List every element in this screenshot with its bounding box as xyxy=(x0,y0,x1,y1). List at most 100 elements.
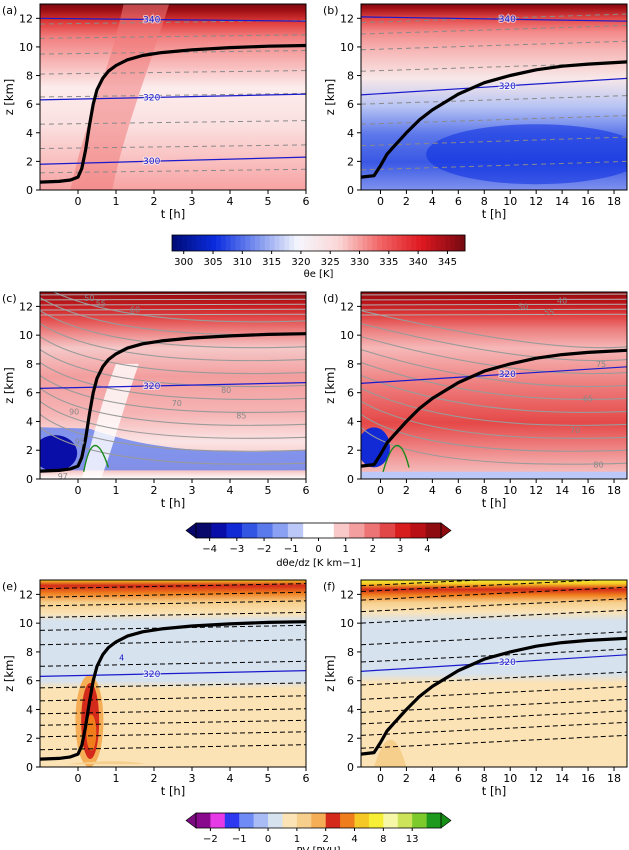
colorbar-segment xyxy=(381,235,388,251)
theta-isoline xyxy=(361,598,627,613)
x-tick-label: 5 xyxy=(265,195,272,208)
rh-contour xyxy=(40,336,306,375)
trajectory-line xyxy=(361,60,627,179)
colorbar-segment xyxy=(333,235,339,251)
rh-contour xyxy=(361,298,627,301)
y-tick-label: 10 xyxy=(340,617,354,630)
x-tick-label: 10 xyxy=(503,484,517,497)
x-tick-label: 0 xyxy=(75,195,82,208)
theta-isoline xyxy=(40,611,306,618)
y-tick-label: 0 xyxy=(347,184,354,197)
theta-isoline xyxy=(40,591,306,598)
theta-isoline xyxy=(40,583,306,590)
colorbar-segment xyxy=(206,235,212,251)
colorbar-tick-label: 4 xyxy=(351,834,357,845)
isentrope-label: 300 xyxy=(143,157,160,167)
x-tick-label: 1 xyxy=(113,484,120,497)
x-tick-label: 2 xyxy=(403,195,410,208)
isentrope-line xyxy=(361,654,627,672)
colorbar-segment xyxy=(226,523,243,538)
rh-contour xyxy=(40,323,306,362)
y-tick-label: 6 xyxy=(347,387,354,400)
colorbar-label: PV [PVU] xyxy=(296,846,340,850)
warm-plume xyxy=(70,4,170,190)
neutral-plume xyxy=(81,363,139,479)
colorbar-extend-right xyxy=(440,812,452,829)
contour-label: 55 xyxy=(96,300,106,309)
y-axis-label: z [km] xyxy=(323,367,337,404)
colorbar-tick-label: 340 xyxy=(409,257,428,268)
y-tick-label: 6 xyxy=(347,98,354,111)
colorbar-segment xyxy=(274,235,280,251)
colorbar-segment xyxy=(425,523,442,538)
colorbar-tick-label: 320 xyxy=(291,257,310,268)
x-tick-label: 16 xyxy=(581,484,595,497)
theta-isoline xyxy=(361,671,627,686)
theta-isoline xyxy=(40,600,306,607)
y-tick-label: 12 xyxy=(340,588,354,601)
y-axis-label: z [km] xyxy=(323,655,337,692)
colorbar-segment xyxy=(294,235,300,251)
theta-isoline xyxy=(40,708,306,715)
x-tick-label: 0 xyxy=(75,484,82,497)
rh-contour xyxy=(361,323,627,362)
x-tick-label: 4 xyxy=(429,195,436,208)
colorbar-segment xyxy=(191,235,197,251)
colorbar-tick-label: 335 xyxy=(379,257,398,268)
colorbar-2: −4 −3 −2 −1 0 1 2 3 4 dθe/dz [K km−1] xyxy=(185,522,452,569)
rh-contour xyxy=(361,303,627,306)
theta-isoline xyxy=(361,586,627,601)
y-axis-label: z [km] xyxy=(323,79,337,116)
axes-frame xyxy=(39,3,307,191)
x-tick-label: 12 xyxy=(529,195,543,208)
colorbar-segment xyxy=(426,813,442,828)
colorbar-tick-label: 300 xyxy=(174,257,193,268)
colorbar-segment xyxy=(268,813,283,828)
x-axis-label: t [h] xyxy=(482,496,506,510)
rh-contour xyxy=(40,293,306,296)
colorbar-segment xyxy=(367,235,373,251)
contour-label: 40 xyxy=(557,297,567,306)
trajectory-line xyxy=(40,620,306,761)
colorbar-segment xyxy=(362,235,368,251)
y-tick-label: 10 xyxy=(19,617,33,630)
y-tick-label: 2 xyxy=(347,732,354,745)
colorbar-segment xyxy=(352,235,359,251)
y-tick-label: 10 xyxy=(340,329,354,342)
field-background xyxy=(361,292,627,479)
colorbar-segment xyxy=(308,235,315,251)
plot-area: 320 340 xyxy=(361,4,627,190)
x-tick-label: 0 xyxy=(75,772,82,785)
colorbar-segment xyxy=(354,813,370,828)
y-tick-label: 2 xyxy=(26,155,33,168)
colorbar-segment xyxy=(397,813,413,828)
axes-frame xyxy=(360,291,628,480)
colorbar-segment xyxy=(241,523,258,538)
x-axis-label: t [h] xyxy=(161,784,185,798)
colorbar-segment xyxy=(383,813,399,828)
colorbar-tick-label: 315 xyxy=(262,257,281,268)
colorbar-segment xyxy=(328,235,334,251)
panel-label: (f) xyxy=(323,580,335,593)
colorbar-segment xyxy=(416,235,422,251)
field-background xyxy=(361,580,627,767)
theta-isoline xyxy=(361,648,627,663)
rh-contour xyxy=(40,413,306,452)
rh-contour xyxy=(40,362,306,400)
y-tick-label: 0 xyxy=(26,761,33,774)
colorbar-segment xyxy=(460,235,466,251)
colorbar-tick-label: −1 xyxy=(284,544,299,555)
isentrope-label: 340 xyxy=(143,16,160,26)
x-tick-label: 0 xyxy=(377,772,384,785)
colorbar-segment xyxy=(425,235,432,251)
isentrope-line xyxy=(40,670,306,677)
pv-surface xyxy=(66,761,147,765)
isentrope-line xyxy=(361,366,627,384)
colorbar-segment xyxy=(338,235,344,251)
contour-label: 4 xyxy=(119,654,124,663)
contour-label: 70 xyxy=(570,426,580,435)
contour-label: 50 xyxy=(518,302,528,311)
colorbar-segment xyxy=(224,813,240,828)
rh-contour xyxy=(40,313,306,316)
theta-isoline xyxy=(361,580,490,587)
